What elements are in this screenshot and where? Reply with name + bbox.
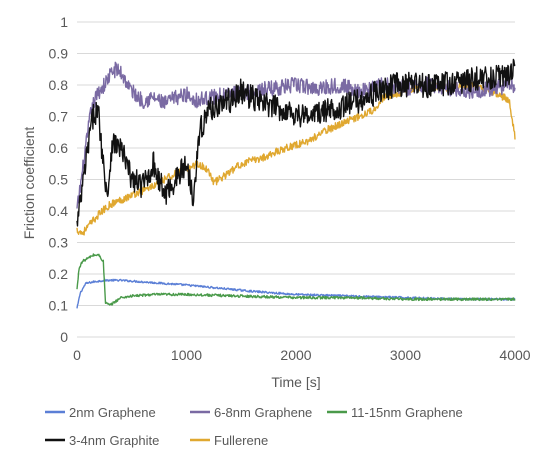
legend-label-11-15nm-graphene: 11-15nm Graphene (351, 405, 463, 420)
y-tick-label: 0.5 (49, 172, 69, 188)
y-tick-labels: 0 0.1 0.2 0.3 0.4 0.5 0.6 0.7 0.8 0.9 1 (49, 14, 69, 345)
x-tick-label: 2000 (280, 347, 311, 363)
legend-label-6-8nm-graphene: 6-8nm Graphene (214, 405, 312, 420)
series-lines (76, 58, 516, 309)
series-line-3-4nm-graphite (76, 58, 516, 227)
y-tick-label: 0.1 (49, 298, 69, 314)
y-tick-label: 0.3 (49, 235, 69, 251)
y-tick-label: 0.6 (49, 140, 69, 156)
x-tick-labels: 0 1000 2000 3000 4000 (73, 347, 531, 363)
y-tick-label: 0.7 (49, 109, 69, 125)
series-line-11-15nm-graphene (76, 253, 516, 306)
x-tick-label: 1000 (171, 347, 202, 363)
y-tick-label: 0 (60, 329, 68, 345)
x-tick-label: 0 (73, 347, 81, 363)
y-tick-label: 0.8 (49, 77, 69, 93)
legend-label-2nm-graphene: 2nm Graphene (69, 405, 156, 420)
legend: 2nm Graphene 6-8nm Graphene 11-15nm Graphe… (45, 405, 463, 448)
y-tick-label: 1 (60, 14, 68, 30)
legend-label-3-4nm-graphite: 3-4nm Graphite (69, 433, 159, 448)
y-tick-label: 0.2 (49, 266, 69, 282)
x-axis-title: Time [s] (271, 374, 320, 390)
legend-label-fullerene: Fullerene (214, 433, 268, 448)
x-tick-label: 4000 (499, 347, 530, 363)
y-tick-label: 0.9 (49, 46, 69, 62)
y-tick-label: 0.4 (49, 203, 69, 219)
y-axis-title: Friction coefficient (21, 127, 37, 240)
x-tick-label: 3000 (390, 347, 421, 363)
